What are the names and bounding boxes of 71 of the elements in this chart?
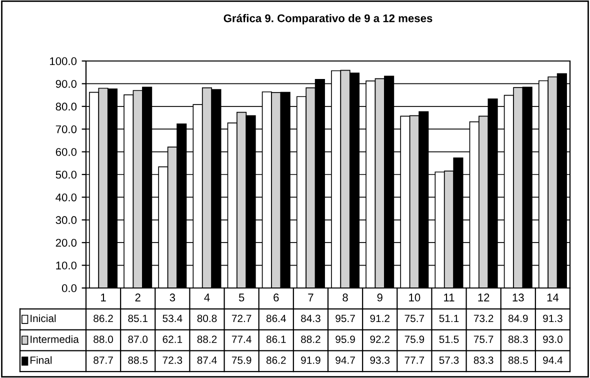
data-label: 51.5: [439, 336, 459, 344]
x-tick-label: 2: [135, 294, 140, 302]
data-label: 77.7: [404, 356, 424, 364]
x-tick-label: 14: [547, 294, 559, 302]
y-tick-label: 60.0: [56, 148, 77, 156]
data-label: 75.9: [232, 356, 252, 364]
data-label: 87.4: [197, 356, 217, 364]
y-tick-label: 30.0: [56, 216, 77, 224]
x-tick-label: 13: [512, 294, 524, 302]
data-label: 86.2: [94, 314, 113, 322]
data-label: 75.7: [474, 336, 494, 344]
x-tick-label: 1: [101, 294, 106, 302]
y-tick-label: 20.0: [56, 238, 77, 247]
x-tick-label: 11: [444, 294, 454, 302]
x-tick-label: 5: [238, 294, 244, 302]
data-label: 91.2: [370, 314, 390, 322]
x-tick-label: 6: [274, 294, 279, 302]
y-tick-label: 40.0: [56, 193, 77, 202]
data-label: 94.7: [336, 356, 355, 364]
data-label: 83.3: [474, 356, 494, 364]
data-label: 93.0: [543, 336, 562, 344]
data-label: 87.0: [128, 336, 148, 344]
x-tick-label: 8: [342, 294, 348, 302]
data-label: 91.9: [301, 356, 320, 364]
chart-title: Gráfica 9. Comparativo de 9 a 12 meses: [224, 14, 432, 24]
legend-label: Final: [30, 356, 52, 364]
data-label: 73.2: [474, 314, 494, 322]
y-tick-label: 70.0: [56, 125, 77, 134]
data-label: 53.4: [162, 314, 182, 322]
data-label: 95.9: [336, 336, 355, 344]
data-label: 84.9: [508, 314, 528, 322]
data-label: 88.2: [301, 336, 320, 344]
data-label: 88.3: [508, 336, 528, 344]
y-tick-label: 0.0: [62, 284, 77, 292]
data-label: 91.3: [543, 314, 562, 322]
y-tick-label: 90.0: [56, 80, 77, 88]
data-label: 88.0: [94, 336, 114, 344]
data-label: 84.3: [301, 314, 320, 322]
data-label: 80.8: [197, 314, 217, 322]
data-label: 88.5: [128, 356, 148, 364]
data-label: 62.1: [162, 336, 182, 344]
data-label: 92.2: [370, 336, 390, 344]
data-label: 51.1: [439, 314, 459, 322]
x-tick-label: 3: [170, 294, 176, 302]
data-label: 86.2: [266, 356, 286, 364]
data-label: 75.7: [404, 314, 424, 322]
data-label: 86.4: [266, 314, 286, 322]
data-label: 85.1: [128, 314, 148, 322]
y-tick-label: 50.0: [56, 170, 77, 179]
data-label: 72.7: [232, 314, 252, 322]
y-tick-label: 10.0: [56, 262, 77, 270]
legend-label: Intermedia: [30, 335, 79, 344]
x-tick-label: 7: [308, 294, 314, 302]
legend-label: Inicial: [30, 314, 56, 322]
data-label: 88.5: [508, 356, 528, 364]
x-tick-label: 4: [204, 294, 210, 302]
data-label: 88.2: [197, 336, 217, 344]
y-tick-label: 80.0: [56, 102, 77, 111]
x-tick-label: 9: [377, 294, 382, 302]
x-tick-label: 10: [409, 294, 420, 302]
y-tick-label: 100.0: [50, 57, 77, 66]
data-label: 93.3: [370, 356, 390, 364]
data-label: 77.4: [232, 336, 252, 343]
data-label: 75.9: [404, 336, 424, 344]
data-label: 86.1: [266, 336, 286, 344]
data-label: 87.7: [94, 356, 113, 364]
data-label: 57.3: [439, 356, 459, 364]
data-label: 95.7: [336, 314, 355, 322]
data-label: 94.4: [543, 356, 563, 364]
data-label: 72.3: [162, 356, 182, 364]
x-tick-label: 12: [478, 294, 490, 302]
